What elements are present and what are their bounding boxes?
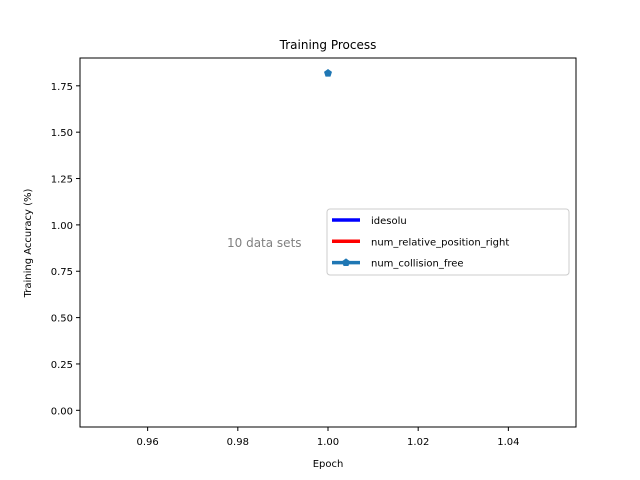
legend-label: num_relative_position_right [371,237,509,248]
y-tick-label: 1.75 [51,82,73,93]
legend-box [326,208,570,276]
legend-label: idesolu [371,216,407,227]
chart-title: Training Process [279,38,377,52]
x-tick-label: 0.96 [137,437,159,448]
y-tick-label: 0.25 [51,360,73,371]
plot-area [324,69,332,77]
x-tick-label: 1.04 [497,437,519,448]
y-tick-label: 1.00 [51,221,73,232]
legend: idesolu num_relative_position_right num_co… [326,208,570,276]
x-tick-label: 1.02 [407,437,429,448]
x-axis-ticks: 0.96 0.98 1.00 1.02 1.04 [137,427,519,448]
y-tick-label: 0.75 [51,267,73,278]
y-tick-label: 1.25 [51,175,73,186]
y-axis-title: Training Accuracy (%) [23,189,34,299]
data-point [324,69,332,77]
y-tick-label: 0.50 [51,314,73,325]
x-axis-title: Epoch [313,459,344,470]
y-axis-ticks: 0.00 0.25 0.50 0.75 1.00 1.25 1.50 1.75 [51,82,80,417]
legend-marker [342,258,350,266]
x-tick-label: 1.00 [317,437,339,448]
legend-label: num_collision_free [371,259,464,270]
data-sets-annotation: 10 data sets [227,236,302,250]
y-tick-label: 0.00 [51,406,73,417]
x-tick-label: 0.98 [227,437,249,448]
y-tick-label: 1.50 [51,128,73,139]
